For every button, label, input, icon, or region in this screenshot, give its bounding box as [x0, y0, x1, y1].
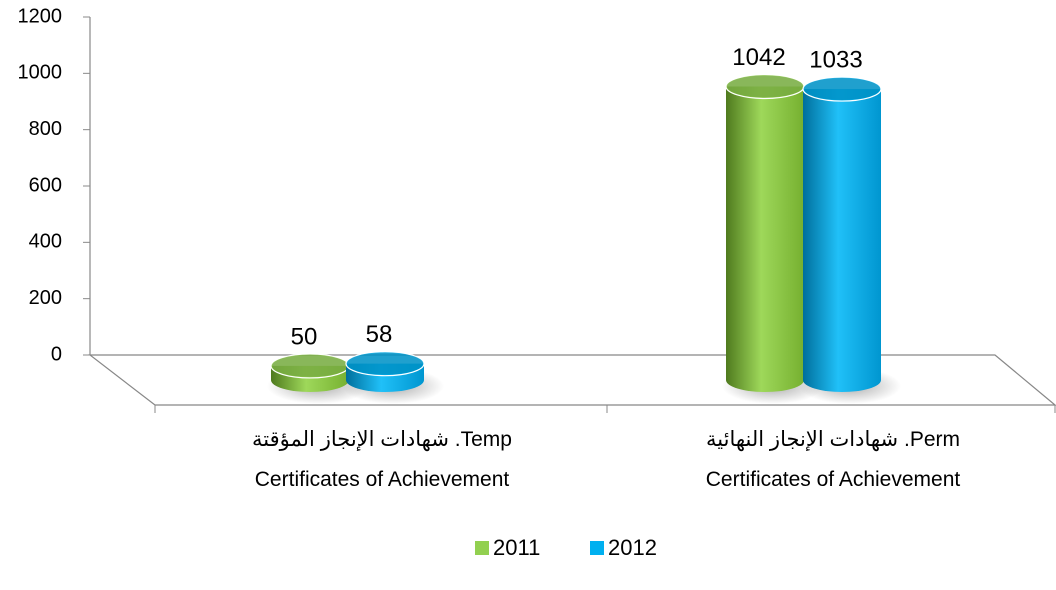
- bar-top: [802, 76, 882, 102]
- bar-top-shade: [727, 75, 803, 98]
- x-tick-label: Temp. شهادات الإنجاز المؤقتة Certificate…: [252, 428, 512, 491]
- y-tick-label: 1000: [18, 62, 63, 84]
- data-label: 1042: [732, 44, 785, 71]
- floor: [88, 354, 1056, 406]
- legend-label: 2011: [493, 535, 540, 560]
- x-tick-label: Perm. شهادات الإنجاز النهائية Certificat…: [705, 428, 961, 491]
- legend-swatch: [475, 541, 489, 555]
- bar-top: [345, 351, 425, 377]
- data-label: 50: [291, 323, 318, 350]
- data-label: 58: [366, 321, 393, 348]
- y-tick-label: 400: [29, 231, 62, 253]
- legend-swatch: [590, 541, 604, 555]
- bar-top-shade: [804, 78, 880, 101]
- y-tick-label: 200: [29, 287, 62, 309]
- data-label: 1033: [809, 46, 862, 73]
- legend-label: 2012: [608, 535, 657, 560]
- bar: [726, 86, 804, 393]
- y-tick-label: 1200: [18, 5, 63, 27]
- bar-top-shade: [272, 354, 348, 377]
- bar: [803, 89, 881, 392]
- y-tick-label: 800: [29, 118, 62, 140]
- y-tick-label: 0: [51, 343, 62, 365]
- y-tick-label: 600: [29, 174, 62, 196]
- bar-top-shade: [347, 352, 423, 375]
